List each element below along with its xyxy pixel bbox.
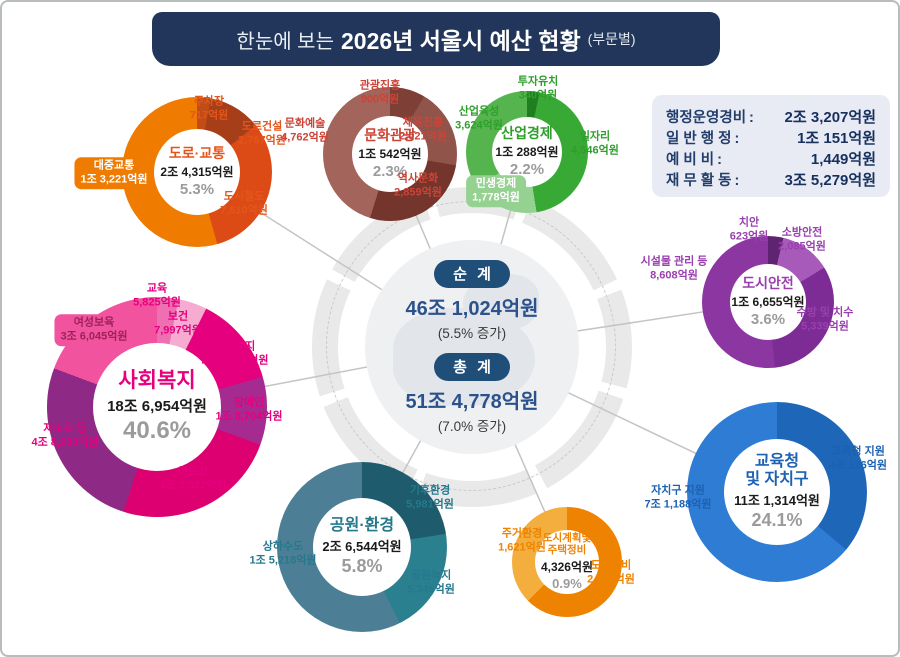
donut-title: 공원·환경	[329, 516, 395, 534]
donut-title: 도시안전	[742, 274, 794, 291]
info-row: 재 무 활 동: 3조 5,279억원	[666, 172, 876, 189]
donut-culture-tourism: 문화관광 1조 542억원 2.3% 관광진흥 900억원 체육진흥 2,021억원…	[281, 79, 457, 221]
segment-label: 관광진흥 900억원	[359, 79, 401, 105]
donut-total: 2조 6,544억원	[322, 539, 402, 555]
donut-percent: 0.9%	[552, 576, 582, 592]
donut-percent: 2.2%	[509, 161, 545, 179]
donut-center: 산업경제 1조 288억원 2.2%	[492, 117, 562, 187]
info-row: 일 반 행 정: 1조 151억원	[666, 130, 876, 147]
segment-label: 보건 7,997억원	[154, 310, 202, 336]
segment-label: 자치구 지원 7조 1,188억원	[644, 484, 712, 510]
donut-urban-safety: 도시안전 1조 6,655억원 3.6% 치안 623억원 소방안전 2,085억원…	[641, 216, 853, 368]
donut-social-welfare: 사회복지 18조 6,954억원 40.6% 교육 5,825억원 보건 7,997…	[31, 282, 283, 517]
admin-budget-box: 행정운영경비: 2조 3,207억원 일 반 행 정: 1조 151억원 예 비…	[652, 95, 890, 197]
net-total-change: (5.5% 증가)	[437, 325, 507, 341]
donut-urban-planning-housing: 도시계획및 주택정비 4,326억원 0.9% 도시정비 2,705억원 주거환경…	[498, 507, 635, 617]
donut-total: 1조 6,655억원	[731, 295, 805, 310]
segment-label: 치안 623억원	[729, 216, 769, 242]
donut-center: 도시안전 1조 6,655억원 3.6%	[730, 264, 806, 340]
donut-title: 교육청 및 자치구	[745, 452, 809, 488]
segment-label: 민생경제 1,778억원	[466, 175, 526, 207]
donut-title: 사회복지	[118, 369, 196, 393]
title-prefix: 한눈에 보는	[236, 30, 334, 53]
segment-label: 문화예술 4,762억원	[281, 117, 329, 143]
segment-label: 주차장 717억원	[189, 95, 229, 121]
donut-industry-economy: 산업경제 1조 288억원 2.2% 투자유치 340억원 일자리 4,546억원 …	[455, 75, 619, 213]
donut-percent: 3.6%	[750, 311, 786, 329]
title-bar: 한눈에 보는 2026년 서울시 예산 현황 (부문별)	[152, 12, 720, 66]
donut-total: 11조 1,314억원	[734, 493, 820, 509]
donut-center: 도로·교통 2조 4,315억원 5.3%	[154, 129, 240, 215]
donut-center: 문화관광 1조 542억원 2.3%	[352, 116, 428, 192]
segment-label: 시설물 관리 등 8,608억원	[640, 255, 708, 281]
donut-roads-transport: 도로·교통 2조 4,315억원 5.3% 주차장 717억원 도로건설 2,767…	[74, 95, 286, 247]
segment-label: 도시정비 2,705억원	[587, 559, 635, 585]
segment-label: 기후환경 5,981억원	[406, 484, 454, 510]
segment-label: 도로건설 2,767억원	[238, 120, 286, 146]
gross-total-value: 51조 4,778억원	[405, 390, 539, 413]
donut-center: 공원·환경 2조 6,544억원 5.8%	[313, 498, 411, 596]
segment-label: 저소득 등 4조 8,233억원	[31, 422, 99, 448]
segment-label: 체육진흥 2,021억원	[399, 116, 447, 142]
page-title: 2026년 서울시 예산 현황	[340, 28, 581, 54]
segment-label: 주거복지 2조 4,628억원	[201, 340, 269, 366]
donut-percent: 40.6%	[122, 416, 192, 444]
donut-center: 교육청 및 자치구 11조 1,314억원 24.1%	[724, 439, 830, 545]
donut-percent: 2.3%	[372, 163, 408, 181]
donut-total: 18조 6,954억원	[107, 397, 207, 415]
donut-title: 산업경제	[501, 124, 553, 141]
segment-label: 상하수도 1조 5,218억원	[249, 540, 317, 566]
donut-percent: 5.3%	[179, 181, 215, 199]
title-suffix: (부문별)	[587, 31, 636, 47]
donut-parks-environment: 공원·환경 2조 6,544억원 5.8% 기후환경 5,981억원 공원녹지 5,…	[249, 462, 455, 632]
segment-label: 역사문화 2,859억원	[394, 172, 442, 198]
donut-percent: 24.1%	[751, 510, 803, 531]
gross-total-change: (7.0% 증가)	[437, 418, 507, 434]
donut-percent: 5.8%	[341, 556, 383, 577]
segment-label: 도시철도 7,610억원	[220, 190, 268, 216]
info-row: 예 비 비: 1,449억원	[666, 151, 876, 168]
segment-label: 소방안전 2,085억원	[778, 226, 826, 252]
donut-total: 4,326억원	[540, 560, 594, 575]
segment-label: 수방 및 치수 5,339억원	[796, 306, 854, 332]
donut-center: 사회복지 18조 6,954억원 40.6%	[93, 343, 221, 471]
donut-education-districts: 교육청 및 자치구 11조 1,314억원 24.1% 교육청 지원 4조 126…	[644, 402, 887, 582]
donut-total: 1조 542억원	[358, 147, 422, 162]
donut-center: 도시계획및 주택정비 4,326억원 0.9%	[535, 530, 599, 594]
net-total-value: 46조 1,024억원	[405, 297, 539, 320]
segment-label: 주거환경 1,621억원	[498, 527, 546, 553]
segment-label: 투자유치 340억원	[517, 75, 559, 101]
segment-label: 장애인 1조 8,704억원	[215, 396, 283, 422]
net-total-pill: 순 계	[434, 259, 510, 288]
donut-title: 도시계획및 주택정비	[542, 531, 592, 556]
segment-label: 일자리 4,546억원	[571, 130, 619, 156]
center-summary-circle: 순 계 46조 1,024억원 (5.5% 증가) 총 계 51조 4,778억…	[365, 240, 579, 454]
donut-total: 2조 4,315억원	[160, 165, 234, 180]
segment-label: 어르신 4조 5,522억원	[159, 465, 227, 491]
segment-label: 산업육성 3,624억원	[455, 105, 503, 131]
info-row: 행정운영경비: 2조 3,207억원	[666, 109, 876, 126]
donut-title: 도로·교통	[168, 144, 226, 161]
donut-total: 1조 288억원	[495, 145, 559, 160]
gross-total-pill: 총 계	[434, 352, 510, 381]
segment-label: 여성보육 3조 6,045억원	[54, 314, 134, 346]
segment-label: 교육 5,825억원	[133, 282, 181, 308]
segment-label: 교육청 지원 4조 126억원	[829, 445, 887, 471]
segment-label: 대중교통 1조 3,221억원	[74, 157, 154, 189]
segment-label: 공원녹지 5,345억원	[407, 569, 455, 595]
donut-title: 문화관광	[364, 126, 416, 143]
